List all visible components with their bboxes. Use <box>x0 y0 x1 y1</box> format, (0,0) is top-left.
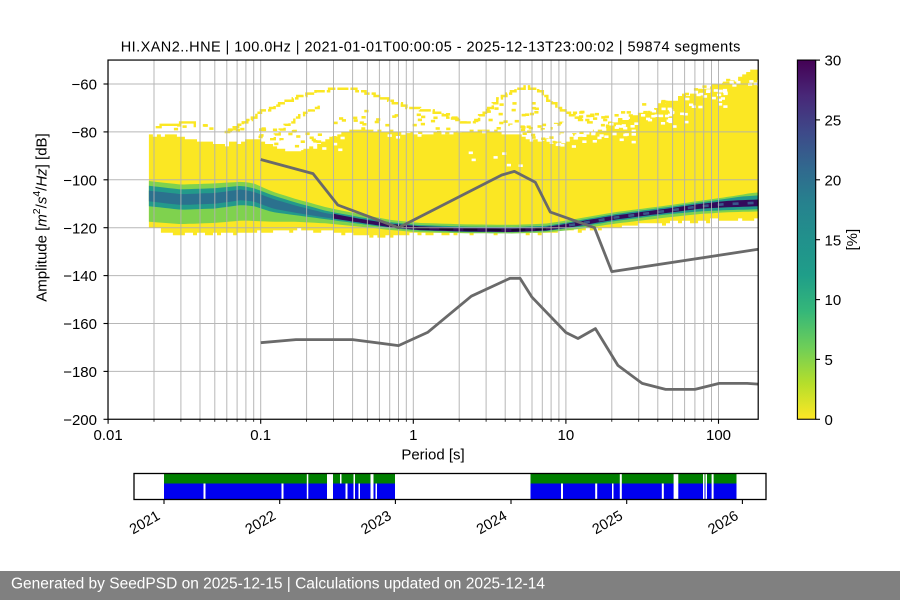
svg-text:15: 15 <box>825 232 842 249</box>
svg-text:−60: −60 <box>72 77 97 94</box>
svg-text:−140: −140 <box>63 268 97 285</box>
svg-text:0.01: 0.01 <box>93 427 122 444</box>
svg-text:20: 20 <box>825 172 842 189</box>
svg-text:−100: −100 <box>63 172 97 189</box>
svg-text:10: 10 <box>825 292 842 309</box>
svg-text:Period [s]: Period [s] <box>401 447 464 464</box>
svg-text:[%]: [%] <box>844 229 861 251</box>
svg-text:−80: −80 <box>72 125 97 142</box>
svg-text:Generated by SeedPSD on 2025-1: Generated by SeedPSD on 2025-12-15 | Cal… <box>11 576 545 593</box>
svg-text:30: 30 <box>825 53 842 70</box>
svg-text:Amplitude [m2/s4/Hz] [dB]: Amplitude [m2/s4/Hz] [dB] <box>31 133 51 301</box>
svg-text:−200: −200 <box>63 412 97 429</box>
svg-text:−160: −160 <box>63 316 97 333</box>
svg-text:100: 100 <box>706 427 731 444</box>
svg-text:HI.XAN2..HNE | 100.0Hz | 2021-: HI.XAN2..HNE | 100.0Hz | 2021-01-01T00:0… <box>121 40 741 56</box>
svg-text:−120: −120 <box>63 220 97 237</box>
svg-text:5: 5 <box>825 352 833 369</box>
svg-text:0: 0 <box>825 412 833 429</box>
svg-text:25: 25 <box>825 113 842 130</box>
svg-text:1: 1 <box>409 427 417 444</box>
svg-text:10: 10 <box>558 427 575 444</box>
svg-text:−180: −180 <box>63 364 97 381</box>
svg-text:0.1: 0.1 <box>250 427 271 444</box>
